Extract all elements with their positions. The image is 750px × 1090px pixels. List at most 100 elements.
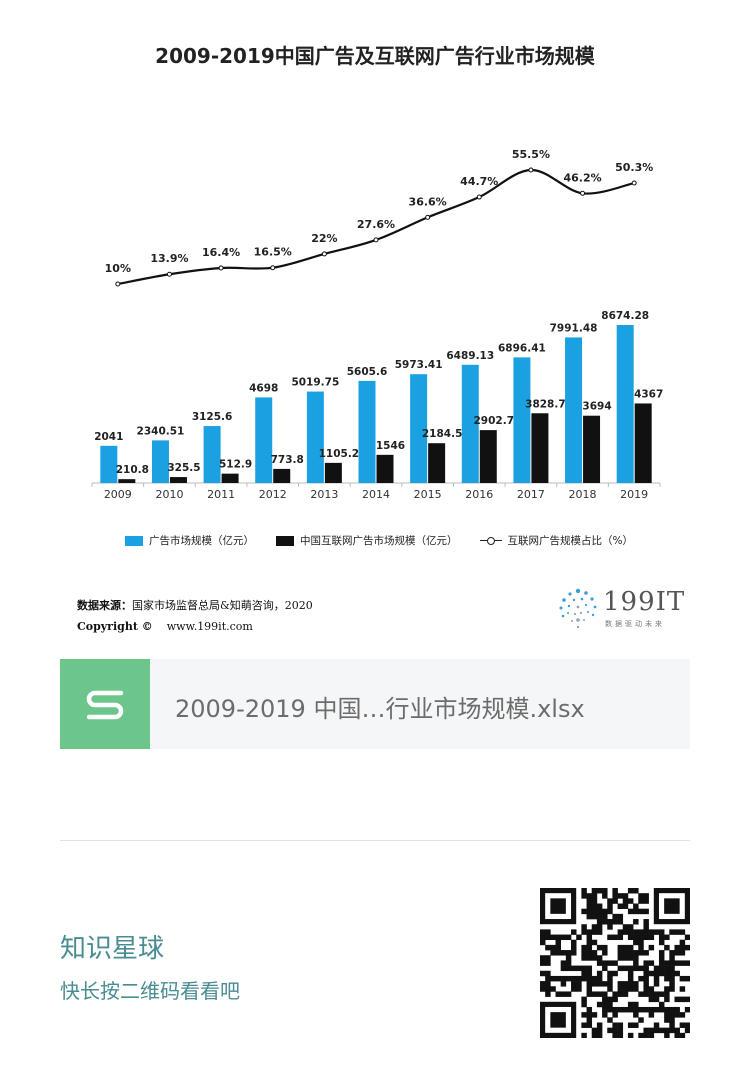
bar-label-internet-ad: 3694 (582, 401, 611, 413)
s-letter-icon (86, 690, 124, 720)
share-label: 27.6% (357, 218, 395, 231)
bar-label-internet-ad: 3828.7 (525, 398, 566, 410)
legend-swatch-blue (125, 535, 143, 546)
footer-subtitle: 快长按二维码看看吧 (60, 979, 240, 1003)
qr-modules (540, 888, 690, 1038)
x-tick-label: 2012 (259, 488, 287, 501)
bar-label-internet-ad: 512.9 (219, 459, 252, 471)
bar-internet-ad (531, 413, 549, 483)
share-point (270, 265, 276, 271)
bar-label-internet-ad: 325.5 (167, 462, 200, 474)
share-point (166, 271, 172, 277)
share-label: 13.9% (150, 252, 188, 265)
bar-label-ad-market: 8674.28 (601, 310, 649, 322)
bar-internet-ad (634, 403, 652, 483)
bar-label-internet-ad: 210.8 (116, 464, 149, 476)
legend-swatch-line (479, 536, 502, 546)
bar-label-ad-market: 5605.6 (347, 366, 388, 378)
x-tick-label: 2014 (362, 488, 390, 501)
source-label: 数据来源： (77, 599, 132, 612)
bar-ad-market (616, 325, 634, 483)
bar-ad-market (461, 364, 479, 483)
bar-internet-ad (169, 477, 187, 483)
bar-ad-market (306, 391, 324, 483)
bar-label-ad-market: 4698 (249, 382, 278, 394)
legend-swatch-black (276, 535, 294, 546)
bar-label-ad-market: 5019.75 (291, 377, 339, 389)
share-label: 46.2% (563, 171, 601, 184)
source-url: www.199it.com (166, 620, 253, 633)
legend-label-ad-market: 广告市场规模（亿元） (149, 535, 254, 547)
bar-label-ad-market: 5973.41 (395, 359, 443, 371)
bar-label-internet-ad: 2184.5 (422, 428, 463, 440)
share-point (528, 167, 534, 173)
x-tick-label: 2016 (465, 488, 493, 501)
bar-ad-market (565, 337, 583, 483)
legend-item-share: 互联网广告规模占比（%） (479, 533, 633, 548)
x-tick-label: 2018 (569, 488, 597, 501)
logo-dots-icon (559, 588, 597, 629)
legend-item-internet-ad: 中国互联网广告市场规模（亿元） (276, 533, 458, 548)
bar-ad-market (513, 357, 531, 483)
x-tick-label: 2017 (517, 488, 545, 501)
bar-label-ad-market: 7991.48 (550, 322, 598, 334)
share-point (321, 251, 327, 257)
chart-area: 2009-2019中国广告及互联网广告行业市场规模 2041 210.8 2009 2… (77, 44, 695, 637)
bar-label-internet-ad: 2902.7 (474, 415, 515, 427)
x-tick-label: 2015 (414, 488, 442, 501)
bar-ad-market (100, 445, 118, 483)
qr-finder (550, 1012, 566, 1028)
share-label: 10% (105, 262, 131, 275)
logo-tagline: 数据驱动未来 (605, 620, 665, 628)
bar-label-internet-ad: 1105.2 (319, 448, 360, 460)
bar-ad-market (255, 397, 273, 483)
bar-ad-market (203, 426, 221, 483)
bar-label-internet-ad: 1546 (376, 440, 405, 452)
bar-ad-market (358, 380, 376, 483)
qr-finder (550, 898, 566, 914)
wps-sheet-icon (60, 659, 150, 749)
bar-internet-ad (118, 479, 136, 483)
bar-label-ad-market: 2041 (94, 431, 123, 443)
copyright-label: Copyright © (77, 620, 153, 633)
share-label: 44.7% (460, 175, 498, 188)
share-label: 50.3% (615, 161, 653, 174)
divider (60, 840, 690, 841)
file-name: 2009-2019 中国…行业市场规模.xlsx (175, 695, 585, 723)
bar-label-internet-ad: 4367 (634, 388, 663, 400)
logo-199it: 199IT 数据驱动未来 (555, 585, 695, 635)
bar-label-ad-market: 2340.51 (137, 425, 185, 437)
bar-internet-ad (221, 473, 239, 483)
logo-text: 199IT (603, 587, 686, 617)
x-tick-label: 2013 (310, 488, 338, 501)
share-point (476, 194, 482, 200)
bar-label-ad-market: 6489.13 (446, 350, 494, 362)
share-point (218, 265, 224, 271)
x-tick-label: 2009 (104, 488, 132, 501)
bar-ad-market (151, 440, 169, 483)
share-point (373, 237, 379, 243)
legend-item-ad-market: 广告市场规模（亿元） (125, 533, 254, 548)
share-point (115, 281, 121, 287)
qr-finder (664, 898, 680, 914)
chart-svg: 2041 210.8 2009 2340.51 325.5 2010 3125.6 512.9… (91, 148, 663, 501)
x-tick-label: 2019 (620, 488, 648, 501)
chart-legend: 广告市场规模（亿元） 中国互联网广告市场规模（亿元） 互联网广告规模占比（%） (125, 533, 633, 548)
file-attachment[interactable]: 2009-2019 中国…行业市场规模.xlsx (60, 659, 690, 749)
share-point (631, 180, 637, 186)
bar-internet-ad (583, 415, 601, 483)
x-tick-label: 2011 (207, 488, 235, 501)
qr-code-icon[interactable] (540, 888, 690, 1038)
bar-internet-ad (324, 462, 342, 483)
bar-ad-market (410, 374, 428, 483)
source-block: 数据来源：国家市场监督总局&知萌咨询，2020 Copyright © www.… (77, 595, 313, 637)
share-point (425, 214, 431, 220)
footer-title: 知识星球 (60, 934, 165, 964)
share-label: 36.6% (409, 195, 447, 208)
source-line: 数据来源：国家市场监督总局&知萌咨询，2020 (77, 595, 313, 616)
bar-internet-ad (376, 454, 394, 483)
bar-label-internet-ad: 773.8 (271, 454, 304, 466)
share-label: 16.5% (254, 246, 292, 259)
share-point (580, 190, 586, 196)
chart-title: 2009-2019中国广告及互联网广告行业市场规模 (155, 44, 595, 68)
